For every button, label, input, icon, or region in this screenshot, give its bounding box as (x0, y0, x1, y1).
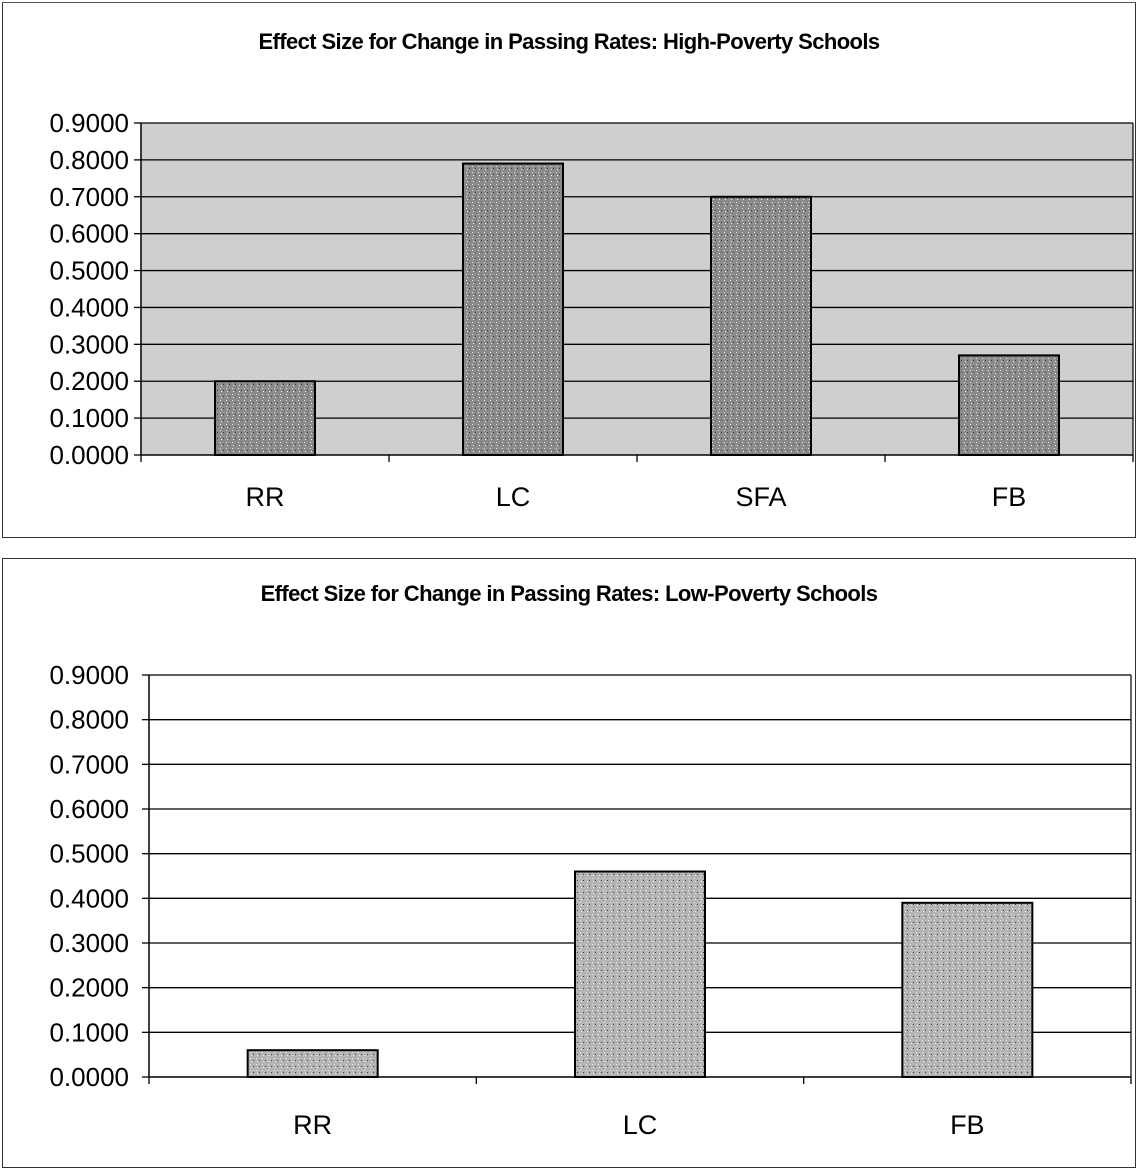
bar-fb (958, 354, 1060, 456)
y-tick-label: 0.9000 (49, 108, 129, 138)
y-tick-label: 0.8000 (49, 145, 129, 175)
x-category-label: SFA (735, 482, 786, 512)
y-tick-label: 0.5000 (49, 839, 129, 869)
y-tick-label: 0.2000 (49, 973, 129, 1003)
bar-lc (462, 162, 564, 456)
y-tick-label: 0.1000 (49, 1017, 129, 1047)
bar-chart-high-poverty: 0.0000 0.1000 0.2000 0.3000 0.4000 0.5000 0.60… (49, 108, 1134, 512)
bar-fb (901, 901, 1034, 1078)
y-tick-label: 0.8000 (49, 705, 129, 735)
bar-lc (574, 870, 706, 1078)
y-tick-label: 0.3000 (49, 928, 129, 958)
x-category-label: LC (623, 1110, 658, 1140)
x-category-label: FB (950, 1110, 985, 1140)
chart-panel-low-poverty: Effect Size for Change in Passing Rates:… (2, 558, 1136, 1168)
bar-rr (246, 1049, 379, 1079)
y-tick-label: 0.3000 (49, 329, 129, 359)
y-tick-label: 0.0000 (49, 440, 129, 470)
y-tick-label: 0.9000 (49, 660, 129, 690)
y-tick-label: 0.7000 (49, 749, 129, 779)
y-tick-label: 0.6000 (49, 794, 129, 824)
x-category-label: FB (992, 482, 1027, 512)
bar-chart-low-poverty: 0.0000 0.1000 0.2000 0.3000 0.4000 0.5000 0.60… (49, 660, 1132, 1140)
x-category-label: RR (293, 1110, 332, 1140)
chart-title: Effect Size for Change in Passing Rates:… (260, 581, 878, 606)
x-category-label: RR (246, 482, 285, 512)
y-tick-label: 0.7000 (49, 182, 129, 212)
y-tick-label: 0.6000 (49, 219, 129, 249)
y-tick-label: 0.0000 (49, 1062, 129, 1092)
y-tick-label: 0.4000 (49, 883, 129, 913)
x-category-label: LC (496, 482, 531, 512)
bar-sfa (710, 195, 812, 456)
chart-title: Effect Size for Change in Passing Rates:… (258, 29, 880, 54)
y-tick-label: 0.4000 (49, 292, 129, 322)
y-tick-label: 0.1000 (49, 403, 129, 433)
y-tick-label: 0.2000 (49, 366, 129, 396)
bar-rr (214, 380, 316, 457)
chart-panel-high-poverty: Effect Size for Change in Passing Rates:… (2, 2, 1136, 538)
y-tick-label: 0.5000 (49, 256, 129, 286)
